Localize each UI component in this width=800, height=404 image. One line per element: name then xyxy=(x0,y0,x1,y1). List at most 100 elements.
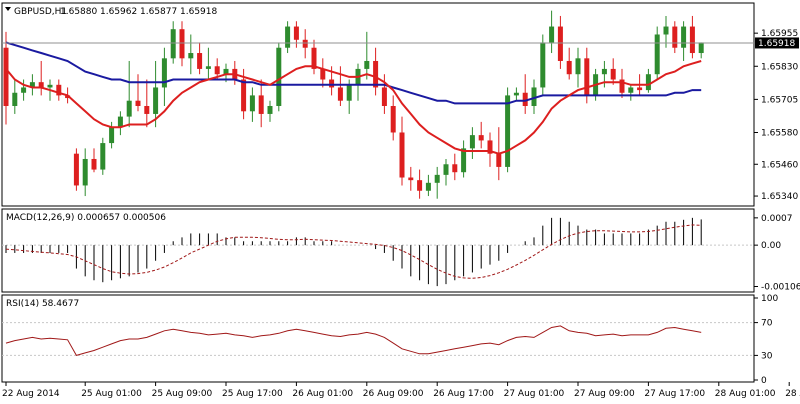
rsi-tick-label: 30 xyxy=(761,351,773,361)
candle-body xyxy=(364,60,370,69)
rsi-line xyxy=(5,325,702,356)
candle-body xyxy=(549,26,555,43)
candle-body xyxy=(452,164,458,173)
candle-body xyxy=(425,182,431,191)
candle-body xyxy=(21,87,27,93)
time-tick-label: 25 Aug 17:00 xyxy=(222,389,283,399)
candle-body xyxy=(82,158,88,186)
candle-body xyxy=(100,143,106,170)
candle-body xyxy=(575,58,581,75)
current-price-text: 1.65918 xyxy=(758,39,795,49)
candle-body xyxy=(258,95,264,114)
dropdown-triangle-icon[interactable] xyxy=(5,7,11,11)
price-axis: 1.65955 1.65830 1.65705 1.65580 1.65460 1.653… xyxy=(754,29,798,202)
price-tick-label: 1.65830 xyxy=(761,62,798,72)
price-panel-frame xyxy=(1,2,755,207)
macd-tick-label: 0.0007 xyxy=(761,214,793,224)
time-tick-label: 22 Aug 2014 xyxy=(2,389,60,399)
macd-panel-frame xyxy=(1,208,755,293)
rsi-axis: 100 70 30 0 xyxy=(754,294,778,386)
candle-body xyxy=(73,153,79,186)
macd-axis: 0.0007 0.00 -0.00106 xyxy=(754,214,800,292)
price-tick-label: 1.65580 xyxy=(761,128,798,138)
candle-body xyxy=(205,66,211,69)
candle-body xyxy=(469,135,475,149)
candle-body xyxy=(109,127,115,144)
candle-body xyxy=(311,47,317,69)
candle-body xyxy=(390,106,396,133)
candle-body xyxy=(531,87,537,106)
candle-body xyxy=(654,34,660,75)
candle-body xyxy=(689,26,695,54)
time-tick-label: 27 Aug 17:00 xyxy=(644,389,705,399)
rsi-label: RSI(14) 58.4677 xyxy=(6,299,79,309)
candle-body xyxy=(197,53,203,69)
candle-body xyxy=(637,87,643,91)
candle-body xyxy=(144,106,150,114)
candle-body xyxy=(47,84,53,88)
candle-body xyxy=(522,92,528,106)
candle-body xyxy=(540,42,546,88)
candle-body xyxy=(293,26,299,40)
candle-body xyxy=(135,100,141,106)
candle-body xyxy=(179,29,185,59)
candle-body xyxy=(153,87,159,114)
candle-body xyxy=(337,87,343,101)
price-tick-label: 1.65460 xyxy=(761,160,798,170)
ma-slow-line xyxy=(5,41,702,105)
price-tick-label: 1.65340 xyxy=(761,192,798,202)
time-tick-label: 26 Aug 01:00 xyxy=(292,389,353,399)
price-tick-label: 1.65705 xyxy=(761,95,798,105)
candle-body xyxy=(320,68,326,80)
symbol-label: GBPUSD,H1 xyxy=(14,7,67,17)
ohlc-high: 1.65962 xyxy=(100,7,137,17)
macd-tick-label: -0.00106 xyxy=(761,282,800,292)
candle-body xyxy=(566,60,572,75)
candle-body xyxy=(601,68,607,75)
time-tick-label: 26 Aug 09:00 xyxy=(363,389,424,399)
candle-body xyxy=(443,164,449,175)
candle-body xyxy=(513,92,519,96)
ma-fast-line xyxy=(5,60,702,155)
candle-body xyxy=(417,180,423,191)
candle-body xyxy=(188,53,194,59)
candle-body xyxy=(241,79,247,112)
candle-body xyxy=(285,26,291,48)
ohlc-low: 1.65877 xyxy=(140,7,177,17)
candle-body xyxy=(329,79,335,88)
time-tick-label: 27 Aug 01:00 xyxy=(504,389,565,399)
candle-body xyxy=(557,26,563,61)
candle-body xyxy=(434,174,440,183)
candle-body xyxy=(38,82,44,88)
candle-body xyxy=(214,66,220,75)
grid-lines xyxy=(2,244,754,356)
candle-body xyxy=(610,68,616,80)
macd-label: MACD(12,26,9) 0.000657 0.000506 xyxy=(6,213,166,223)
candle-body xyxy=(223,68,229,75)
rsi-tick-label: 100 xyxy=(761,294,778,304)
time-tick-label: 25 Aug 09:00 xyxy=(152,389,213,399)
macd-histogram xyxy=(5,217,702,287)
candle-body xyxy=(698,42,704,54)
candle-body xyxy=(487,140,493,154)
candle-body xyxy=(496,153,502,167)
macd-tick-label: 0.00 xyxy=(761,241,781,251)
candle-body xyxy=(645,74,651,91)
candle-body xyxy=(3,47,9,106)
candle-body xyxy=(373,60,379,88)
candle-body xyxy=(56,84,62,96)
candle-body xyxy=(126,100,132,117)
candle-body xyxy=(161,58,167,88)
candle-body xyxy=(170,29,176,59)
rsi-tick-label: 70 xyxy=(761,319,773,329)
time-tick-label: 28 Aug 01:00 xyxy=(715,389,776,399)
time-tick-label: 25 Aug 01:00 xyxy=(81,389,142,399)
candle-body xyxy=(584,58,590,96)
candle-body xyxy=(91,158,97,170)
candle-body xyxy=(399,132,405,178)
ohlc-open: 1.65880 xyxy=(60,7,97,17)
candle-body xyxy=(619,79,625,93)
candle-body xyxy=(276,47,282,106)
